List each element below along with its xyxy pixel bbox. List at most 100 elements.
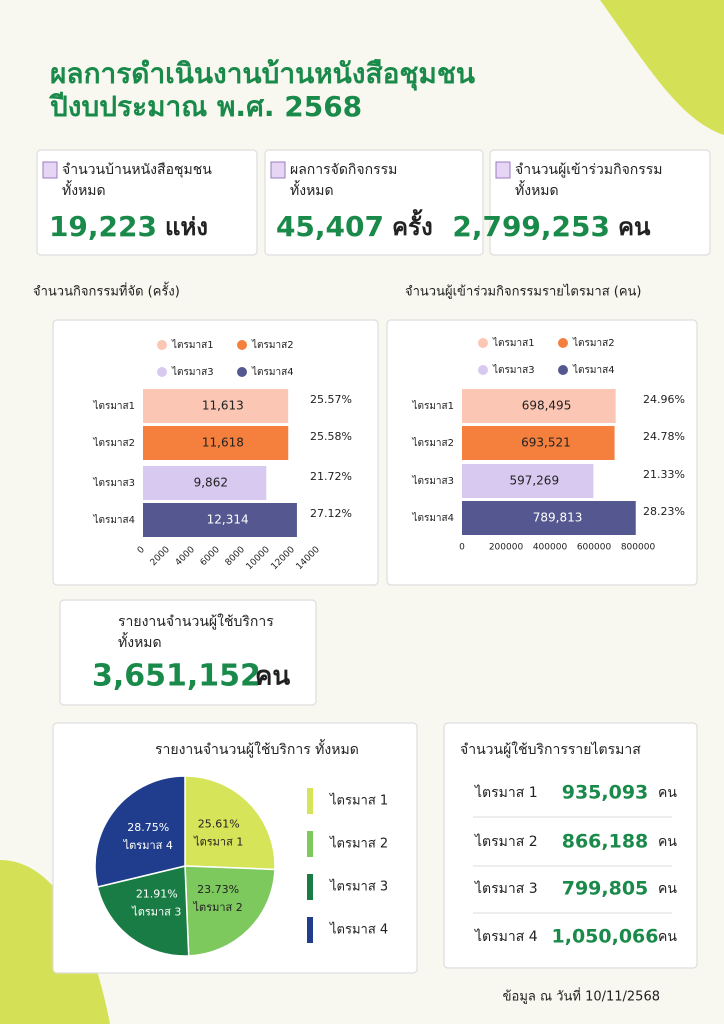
bar	[143, 503, 297, 537]
legend-label: ไตรมาส3	[171, 366, 214, 378]
legend-label: ไตรมาส2	[251, 339, 294, 351]
legend-label: ไตรมาส4	[251, 366, 294, 378]
share-label: 24.96%	[643, 393, 685, 406]
card-unit: ครั้ง	[392, 208, 433, 241]
pie-label: ไตรมาส 1	[193, 836, 243, 849]
card	[36, 149, 258, 256]
legend-label: ไตรมาส2	[572, 337, 615, 349]
y-tick-label: ไตรมาส3	[411, 475, 454, 487]
legend-swatch	[307, 874, 313, 900]
panel	[59, 599, 317, 706]
card-unit: แห่ง	[165, 213, 208, 241]
panel	[443, 722, 698, 969]
row-value: 799,805	[562, 878, 649, 900]
row-label: ไตรมาส 3	[474, 880, 538, 897]
row-value: 935,093	[562, 782, 649, 804]
row-unit: คน	[658, 785, 677, 801]
total-value: 3,651,152	[92, 659, 261, 694]
card-label: ทั้งหมด	[62, 180, 106, 199]
y-tick-label: ไตรมาส4	[411, 512, 454, 524]
legend-swatch	[558, 338, 568, 348]
y-tick-label: ไตรมาส2	[411, 437, 454, 449]
x-tick-label: 0	[136, 545, 147, 556]
row-unit: คน	[658, 834, 677, 850]
x-tick-label: 0	[459, 543, 465, 553]
total-unit: คน	[255, 662, 290, 692]
bar	[143, 466, 267, 500]
card-value: 2,799,253	[452, 210, 610, 243]
pie-percent: 23.73%	[197, 883, 239, 896]
value-label: 597,269	[509, 474, 559, 488]
legend-label: ไตรมาส1	[171, 339, 214, 351]
y-tick-label: ไตรมาส1	[411, 400, 454, 412]
chart-title: รายงานจำนวนผู้ใช้บริการ ทั้งหมด	[155, 739, 359, 758]
chart-title: จำนวนผู้เข้าร่วมกิจกรรมรายไตรมาส (คน)	[405, 284, 642, 300]
x-tick-label: 600000	[577, 543, 612, 553]
row-unit: คน	[658, 881, 677, 897]
y-tick-label: ไตรมาส1	[92, 400, 135, 412]
row-value: 866,188	[562, 831, 649, 853]
value-label: 11,618	[202, 436, 244, 450]
share-label: 21.72%	[310, 470, 352, 483]
legend-label: ไตรมาส3	[492, 364, 535, 376]
title: ปีงบประมาณ พ.ศ. 2568	[48, 90, 362, 123]
card-label: ผลการจัดกิจกรรม	[290, 162, 397, 178]
pie-label: ไตรมาส 4	[123, 839, 173, 852]
pie-percent: 21.91%	[136, 887, 178, 900]
card	[264, 149, 484, 256]
pie-label: ไตรมาส 3	[131, 905, 181, 918]
value-label: 12,314	[207, 513, 249, 527]
share-label: 24.78%	[643, 430, 685, 443]
x-tick-label: 800000	[621, 543, 656, 553]
legend-label: ไตรมาส 4	[329, 922, 388, 938]
y-tick-label: ไตรมาส3	[92, 477, 135, 489]
legend-swatch	[237, 367, 247, 377]
legend-label: ไตรมาส 2	[329, 836, 388, 852]
legend-swatch	[478, 338, 488, 348]
value-label: 11,613	[202, 399, 244, 413]
x-tick-label: 400000	[533, 543, 568, 553]
legend-swatch	[558, 365, 568, 375]
card-unit: คน	[618, 213, 651, 241]
x-tick-label: 200000	[489, 543, 524, 553]
table-title: จำนวนผู้ใช้บริการรายไตรมาส	[460, 741, 641, 758]
legend-swatch	[307, 788, 313, 814]
decor-blob	[600, 0, 724, 135]
legend-label: ไตรมาส 1	[329, 793, 388, 809]
pie-slice	[184, 865, 276, 957]
value-label: 789,813	[533, 511, 583, 525]
total-label: รายงานจำนวนผู้ใช้บริการ	[118, 613, 274, 630]
share-label: 25.57%	[310, 393, 352, 406]
bar	[462, 389, 616, 423]
value-label: 9,862	[194, 476, 228, 490]
legend-swatch	[307, 917, 313, 943]
card-value: 45,407	[276, 210, 384, 243]
card-label: จำนวนบ้านหนังสือชุมชน	[62, 162, 212, 178]
pie-label: ไตรมาส 2	[193, 901, 243, 914]
pie-percent: 28.75%	[127, 821, 169, 834]
row-label: ไตรมาส 1	[474, 784, 538, 801]
footer: ข้อมูล ณ วันที่ 10/11/2568	[503, 988, 660, 1005]
bar	[462, 426, 615, 460]
pie-slice	[94, 775, 186, 888]
pie-percent: 25.61%	[198, 818, 240, 831]
card	[489, 149, 711, 256]
legend-label: ไตรมาส1	[492, 337, 535, 349]
y-tick-label: ไตรมาส4	[92, 514, 135, 526]
share-label: 27.12%	[310, 507, 352, 520]
bar	[462, 501, 636, 535]
card-icon	[42, 161, 58, 179]
y-tick-label: ไตรมาส2	[92, 437, 135, 449]
row-label: ไตรมาส 4	[474, 928, 538, 945]
row-value: 1,050,066	[552, 926, 659, 948]
share-label: 28.23%	[643, 505, 685, 518]
legend-swatch	[157, 340, 167, 350]
bar	[143, 426, 289, 460]
share-label: 21.33%	[643, 468, 685, 481]
card-icon	[495, 161, 511, 179]
row-unit: คน	[658, 929, 677, 945]
total-label: ทั้งหมด	[118, 632, 162, 651]
bar	[143, 389, 289, 423]
